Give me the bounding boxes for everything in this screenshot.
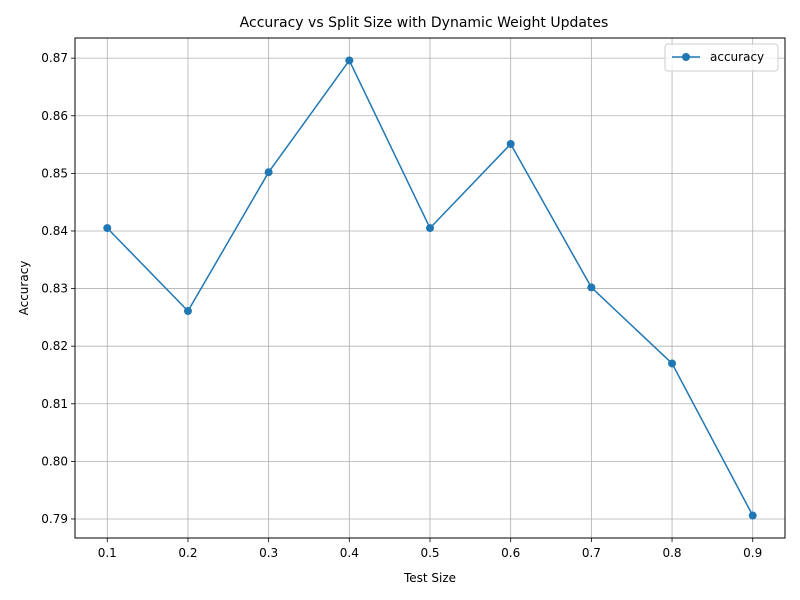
x-tick-label: 0.6 — [501, 546, 520, 560]
y-axis-label: Accuracy — [17, 261, 31, 316]
legend: accuracy — [664, 43, 779, 72]
x-tick-label: 0.9 — [743, 546, 762, 560]
x-tick-label: 0.8 — [662, 546, 681, 560]
y-tick-label: 0.85 — [41, 166, 68, 180]
y-tick-label: 0.83 — [41, 282, 68, 296]
grid-lines — [75, 38, 785, 538]
y-tick-label: 0.79 — [41, 512, 68, 526]
x-tick-label: 0.1 — [98, 546, 117, 560]
x-axis-ticks: 0.1 0.2 0.3 0.4 0.5 0.6 0.7 0.8 0.9 — [98, 538, 762, 560]
data-point — [426, 224, 434, 233]
y-tick-label: 0.87 — [41, 51, 68, 65]
data-point — [183, 307, 192, 316]
chart-title: Accuracy vs Split Size with Dynamic Weig… — [240, 15, 609, 31]
y-axis-ticks: 0.79 0.80 0.81 0.82 0.83 0.84 0.85 0.86 0.87 — [41, 51, 75, 526]
data-point — [587, 283, 596, 292]
x-tick-label: 0.3 — [259, 546, 278, 560]
y-tick-label: 0.81 — [41, 397, 68, 411]
y-tick-label: 0.86 — [41, 109, 68, 123]
y-tick-label: 0.80 — [41, 454, 68, 468]
x-tick-label: 0.5 — [420, 546, 439, 560]
y-tick-label: 0.82 — [41, 339, 68, 353]
data-point — [748, 511, 757, 520]
x-axis-label: Test Size — [403, 571, 456, 585]
data-point — [103, 224, 112, 233]
data-point — [506, 139, 515, 148]
legend-box — [664, 43, 779, 72]
data-point — [668, 359, 677, 368]
legend-entry-accuracy: accuracy — [710, 50, 764, 64]
series-layer — [103, 56, 757, 520]
x-tick-label: 0.2 — [178, 546, 197, 560]
y-tick-label: 0.84 — [41, 224, 68, 238]
data-point — [264, 168, 273, 177]
x-tick-label: 0.7 — [582, 546, 601, 560]
legend-marker-sample — [682, 53, 690, 61]
data-point — [345, 56, 354, 65]
x-tick-label: 0.4 — [340, 546, 359, 560]
